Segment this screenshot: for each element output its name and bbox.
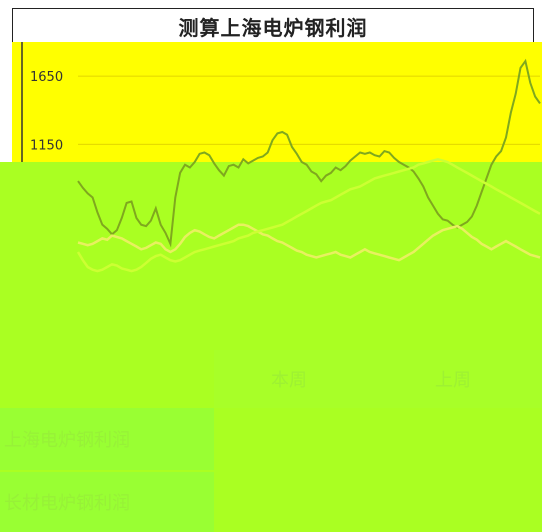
- line-chart: 1650 1150: [21, 42, 541, 273]
- series-line-2: [77, 223, 541, 262]
- chart-title: 测算上海电炉钢利润: [178, 15, 368, 40]
- table-row-label: 长材电炉钢利润: [0, 472, 214, 532]
- series-line-3: [76, 158, 541, 273]
- table-cell: [364, 472, 542, 532]
- table-cell: [214, 472, 364, 532]
- chart-title-box: 测算上海电炉钢利润: [12, 8, 534, 43]
- table-row-label: 上海电炉钢利润: [0, 408, 214, 470]
- series-line-1: [77, 58, 541, 248]
- table-cell: [214, 408, 364, 470]
- y-tick-label: 1150: [30, 138, 63, 153]
- y-tick-label: 1650: [30, 70, 63, 85]
- table-cell: [364, 408, 542, 470]
- chart-band-lower: [0, 162, 542, 350]
- chart-area: 1650 1150: [0, 42, 542, 350]
- table-header-this-week: 本周: [214, 350, 364, 408]
- data-table: 本周 上周 上海电炉钢利润 长材电炉钢利润: [0, 350, 542, 532]
- chart-band-upper: [12, 42, 542, 162]
- table-header-last-week: 上周: [364, 350, 542, 408]
